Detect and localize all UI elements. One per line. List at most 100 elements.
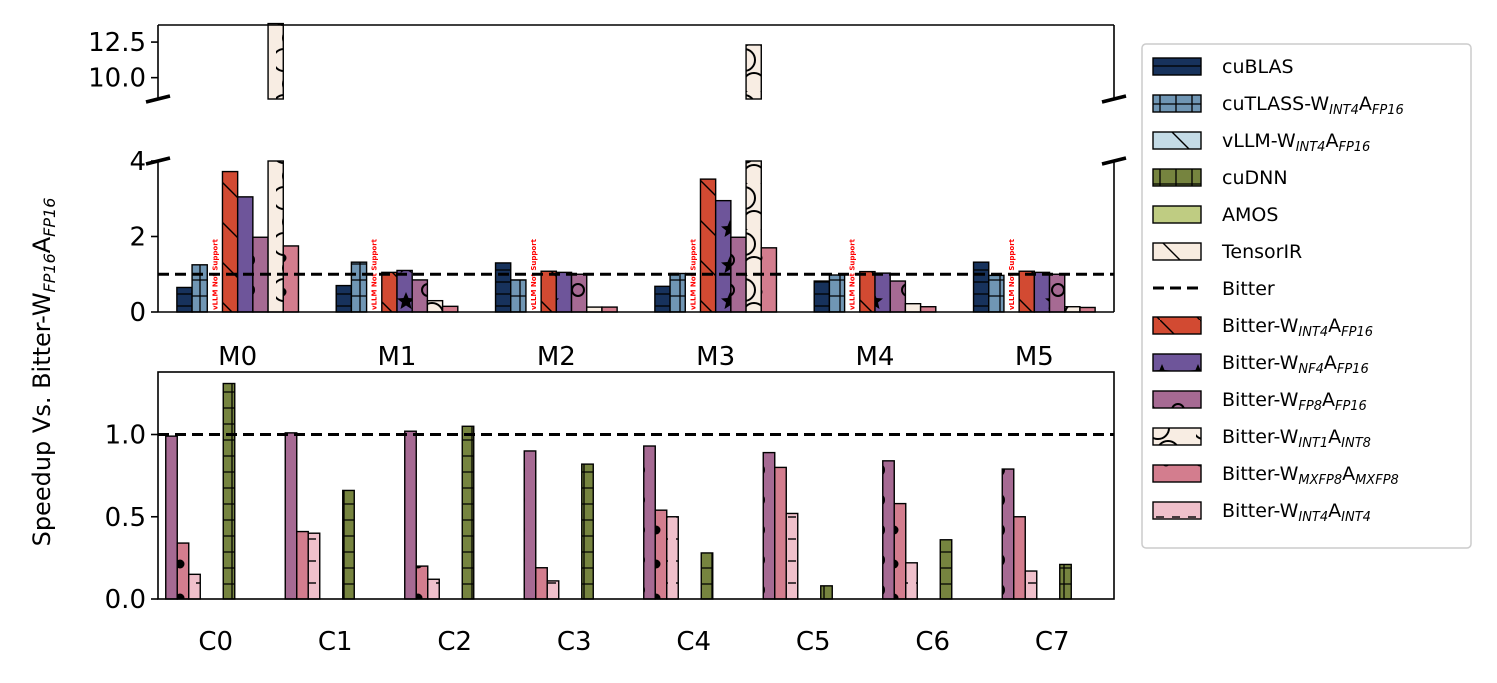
legend-label: AMOS [1222,204,1278,226]
legend-item-bitter-w-int4-a-fp16: Bitter-WINT4AFP16 [1152,315,1373,340]
bar-c0-bitter-w-int4-a-int4 [188,573,201,600]
legend-label: Bitter-WMXFP8AMXFP8 [1222,463,1399,488]
legend-swatch [1152,501,1202,520]
bar-c3-cudnn [581,463,594,600]
x-tick-label-c3: C3 [557,627,592,657]
bar-c7-bitter-w-fp8-a-fp16 [1001,468,1015,600]
bar-m5-bitter-w-int4-a-fp16 [1018,270,1036,313]
bar-m3-cutlass-w-int4-a-fp16 [669,272,686,313]
legend-swatch [1152,316,1202,335]
legend-frame [1141,43,1472,549]
y-tick-label: 4 [129,147,146,177]
bar-c6-cudnn [939,539,953,600]
bar-m3-bitter-w-int4-a-fp16 [699,178,717,313]
bar-c3-bitter-w-fp8-a-fp16 [523,450,537,600]
legend-item-bitter-w-mxfp8-a-mxfp8: Bitter-WMXFP8AMXFP8 [1152,463,1399,488]
bar-m2-bitter-w-fp8-a-fp16 [570,273,588,313]
bar-c1-bitter-w-int4-a-int4 [307,532,321,600]
legend-swatch [1152,131,1202,150]
legend: cuBLAS cuTLASS-WINT4AFP16 vLLM-WINT4AFP16 c… [1141,43,1472,549]
bar-c2-bitter-w-fp8-a-fp16 [404,430,417,600]
x-tick-label-c7: C7 [1035,627,1070,657]
bar-m2-bitter-w-int4-a-fp16 [540,270,558,313]
legend-label: Bitter-WNF4AFP16 [1222,352,1369,377]
legend-label: Bitter [1222,278,1275,300]
legend-swatch [1152,242,1202,261]
bar-c6-bitter-w-int4-a-int4 [905,562,918,600]
legend-item-amos: AMOS [1152,204,1278,226]
bar-c3-bitter-w-int4-a-int4 [546,580,560,600]
bar-m0-bitter-w-mxfp8-a-mxfp8 [282,245,300,313]
bar-c6-bitter-w-mxfp8-a-mxfp8 [893,502,907,600]
bar-m0-bitter-w-int1-a-int8 [267,160,284,313]
bar-c2-bitter-w-int4-a-int4 [427,578,440,600]
x-tick-label-m5: M5 [1015,342,1054,372]
legend-label: cuTLASS-WINT4AFP16 [1222,93,1404,118]
x-tick-label-c4: C4 [676,627,711,657]
bar-m0-cutlass-w-int4-a-fp16 [191,264,208,313]
bar-c3-bitter-w-mxfp8-a-mxfp8 [535,567,548,600]
legend-label: Bitter-WINT4AINT4 [1222,500,1371,525]
legend-item-bitter-w-int4-a-int4: Bitter-WINT4AINT4 [1152,500,1371,525]
bar-c5-bitter-w-fp8-a-fp16 [762,451,776,600]
bar-m5-cublas [972,261,990,313]
axis-break-mark [1101,156,1127,166]
vllm-not-support-m4: vLLM Not Support [849,238,857,310]
bar-m3-cublas [654,285,671,313]
legend-item-cublas: cuBLAS [1152,56,1294,78]
legend-item-vllm-w-int4-a-fp16: vLLM-WINT4AFP16 [1152,130,1370,155]
bar-m0-bitter-w-nf4-a-fp16 [236,196,254,313]
bar-c5-bitter-w-mxfp8-a-mxfp8 [774,466,787,600]
bar-m2-cutlass-w-int4-a-fp16 [510,279,527,313]
bar-m5-bitter-w-nf4-a-fp16 [1033,271,1051,313]
bar-m4-bitter-w-nf4-a-fp16 [874,272,891,313]
bottom-panel-frame [157,371,1115,600]
y-tick-label: 1.0 [105,421,146,451]
bar-m4-bitter-w-fp8-a-fp16 [889,280,907,313]
legend-item-bitter: Bitter [1153,278,1275,300]
y-tick-label: 2 [129,223,146,253]
y-tick-label: 0 [129,298,146,328]
bar-c5-cudnn [820,585,833,600]
y-tick-label: 0.5 [105,503,146,533]
x-tick-label-c1: C1 [318,627,353,657]
legend-label: Bitter-WINT1AINT8 [1222,426,1371,451]
legend-item-tensorir: TensorIR [1152,241,1302,263]
x-tick-label-m0: M0 [218,342,257,372]
bar-c7-bitter-w-mxfp8-a-mxfp8 [1013,516,1026,600]
bar-m1-bitter-w-int4-a-fp16 [381,271,398,313]
bar-m1-cutlass-w-int4-a-fp16 [350,261,368,313]
legend-item-cudnn: cuDNN [1152,167,1288,189]
bar-c7-cudnn [1059,563,1072,600]
bar-m3-bitter-w-int1-a-int8-upper [745,44,762,100]
y-tick-label: 10.0 [88,64,146,94]
bar-c2-bitter-w-mxfp8-a-mxfp8 [415,565,429,600]
bar-m4-bitter-w-int1-a-int8 [904,302,922,313]
legend-swatch [1152,168,1202,187]
bar-m5-cutlass-w-int4-a-fp16 [988,274,1005,313]
legend-label: cuDNN [1222,167,1288,189]
x-tick-label-m2: M2 [537,342,576,372]
legend-label: vLLM-WINT4AFP16 [1222,130,1370,155]
bar-m3-bitter-w-mxfp8-a-mxfp8 [760,247,778,313]
x-tick-label-m1: M1 [378,342,417,372]
bar-m0-cublas [176,286,193,313]
legend-swatch [1152,205,1202,224]
legend-label: Bitter-WINT4AFP16 [1222,315,1373,340]
axis-break-mark [145,94,171,104]
vllm-not-support-m1: vLLM Not Support [371,238,379,310]
bar-m4-bitter-w-int4-a-fp16 [859,270,876,313]
bar-c4-cudnn [700,552,714,600]
legend-swatch [1152,57,1202,76]
bar-m1-cublas [335,284,353,313]
x-tick-label-c2: C2 [437,627,472,657]
legend-swatch [1152,464,1202,483]
bar-c2-cudnn [461,425,475,600]
legend-swatch [1152,94,1202,113]
bar-m2-bitter-w-nf4-a-fp16 [555,271,573,313]
legend-item-cutlass-w-int4-a-fp16: cuTLASS-WINT4AFP16 [1152,93,1404,118]
bar-c1-cudnn [342,489,355,600]
legend-item-bitter-w-int1-a-int8: Bitter-WINT1AINT8 [1152,426,1371,451]
bar-c5-bitter-w-int4-a-int4 [785,512,799,600]
bar-m3-bitter-w-nf4-a-fp16 [714,199,732,313]
